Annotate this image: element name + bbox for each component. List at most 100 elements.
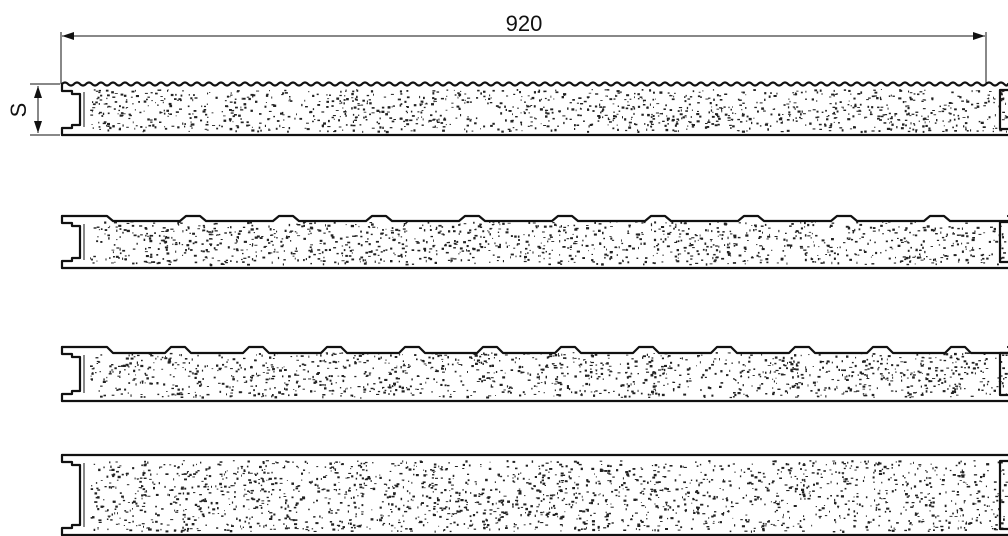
core-speckle xyxy=(674,255,678,258)
core-speckle xyxy=(572,99,575,101)
core-speckle xyxy=(748,369,751,371)
core-speckle xyxy=(140,487,142,489)
core-speckle xyxy=(182,122,184,125)
core-speckle xyxy=(833,89,835,92)
core-speckle xyxy=(557,382,560,384)
core-speckle xyxy=(899,357,902,359)
core-speckle xyxy=(286,461,290,463)
core-speckle xyxy=(995,127,998,129)
core-speckle xyxy=(742,260,746,262)
core-speckle xyxy=(282,375,284,378)
core-speckle xyxy=(805,98,807,100)
core-speckle xyxy=(214,230,218,232)
core-speckle xyxy=(711,115,715,118)
core-speckle xyxy=(154,118,157,121)
core-speckle xyxy=(204,365,206,368)
core-speckle xyxy=(856,261,858,264)
core-speckle xyxy=(546,366,549,368)
core-speckle xyxy=(915,114,918,117)
core-speckle xyxy=(366,231,369,234)
core-speckle xyxy=(455,358,457,361)
core-speckle xyxy=(913,371,915,373)
core-speckle xyxy=(502,260,504,263)
core-speckle xyxy=(602,231,604,235)
core-speckle xyxy=(213,247,216,250)
core-speckle xyxy=(793,384,797,387)
core-speckle xyxy=(797,375,800,378)
core-speckle xyxy=(229,101,233,103)
core-speckle xyxy=(558,355,560,357)
core-speckle xyxy=(98,229,100,231)
core-speckle xyxy=(700,389,702,391)
core-speckle xyxy=(565,488,567,490)
core-speckle xyxy=(836,387,838,389)
core-speckle xyxy=(762,371,764,374)
core-speckle xyxy=(765,371,767,374)
core-speckle xyxy=(354,235,358,237)
core-speckle xyxy=(923,363,925,366)
core-speckle xyxy=(751,385,753,387)
core-speckle xyxy=(634,365,638,367)
core-speckle xyxy=(479,243,482,245)
core-speckle xyxy=(690,255,694,257)
core-speckle xyxy=(867,376,868,379)
core-speckle xyxy=(589,364,593,366)
core-speckle xyxy=(247,256,251,258)
core-speckle xyxy=(504,105,506,108)
core-speckle xyxy=(393,393,396,396)
core-speckle xyxy=(539,108,543,111)
core-speckle xyxy=(403,520,405,523)
core-speckle xyxy=(764,92,767,95)
core-speckle xyxy=(490,377,494,379)
core-speckle xyxy=(628,126,632,129)
core-speckle xyxy=(624,395,627,398)
core-speckle xyxy=(272,358,275,359)
core-speckle xyxy=(854,240,858,243)
core-speckle xyxy=(673,95,675,98)
core-speckle xyxy=(440,97,444,100)
core-speckle xyxy=(164,237,166,240)
core-speckle xyxy=(782,516,784,519)
core-speckle xyxy=(199,507,202,509)
core-speckle xyxy=(274,477,277,480)
core-speckle xyxy=(536,510,538,513)
core-speckle xyxy=(155,357,157,360)
core-speckle xyxy=(334,367,338,369)
core-speckle xyxy=(137,490,139,492)
core-speckle xyxy=(667,236,669,238)
core-speckle xyxy=(419,227,422,229)
core-speckle xyxy=(857,254,860,256)
core-speckle xyxy=(903,374,906,377)
core-speckle xyxy=(122,106,125,109)
core-speckle xyxy=(390,230,394,232)
core-speckle xyxy=(906,482,909,485)
core-speckle xyxy=(483,90,486,93)
core-speckle xyxy=(504,372,506,374)
core-speckle xyxy=(890,390,894,392)
core-speckle xyxy=(637,373,639,375)
core-speckle xyxy=(155,520,158,523)
core-speckle xyxy=(650,122,652,124)
core-speckle xyxy=(898,460,902,463)
core-speckle xyxy=(857,113,861,115)
core-speckle xyxy=(941,382,944,384)
core-speckle xyxy=(845,225,849,228)
core-speckle xyxy=(1004,115,1007,117)
width-dimension-label: 920 xyxy=(506,11,543,36)
core-speckle xyxy=(246,499,250,501)
core-speckle xyxy=(246,249,248,251)
core-speckle xyxy=(295,390,297,392)
core-speckle xyxy=(812,261,815,263)
core-speckle xyxy=(686,260,689,263)
core-speckle xyxy=(366,102,368,105)
core-speckle xyxy=(824,515,828,517)
core-speckle xyxy=(409,119,413,122)
core-speckle xyxy=(286,235,288,238)
core-speckle xyxy=(255,100,258,103)
core-speckle xyxy=(717,221,719,223)
core-speckle xyxy=(946,258,949,260)
core-speckle xyxy=(207,468,210,470)
core-speckle xyxy=(505,527,508,529)
core-speckle xyxy=(838,471,841,474)
core-speckle xyxy=(959,386,961,388)
